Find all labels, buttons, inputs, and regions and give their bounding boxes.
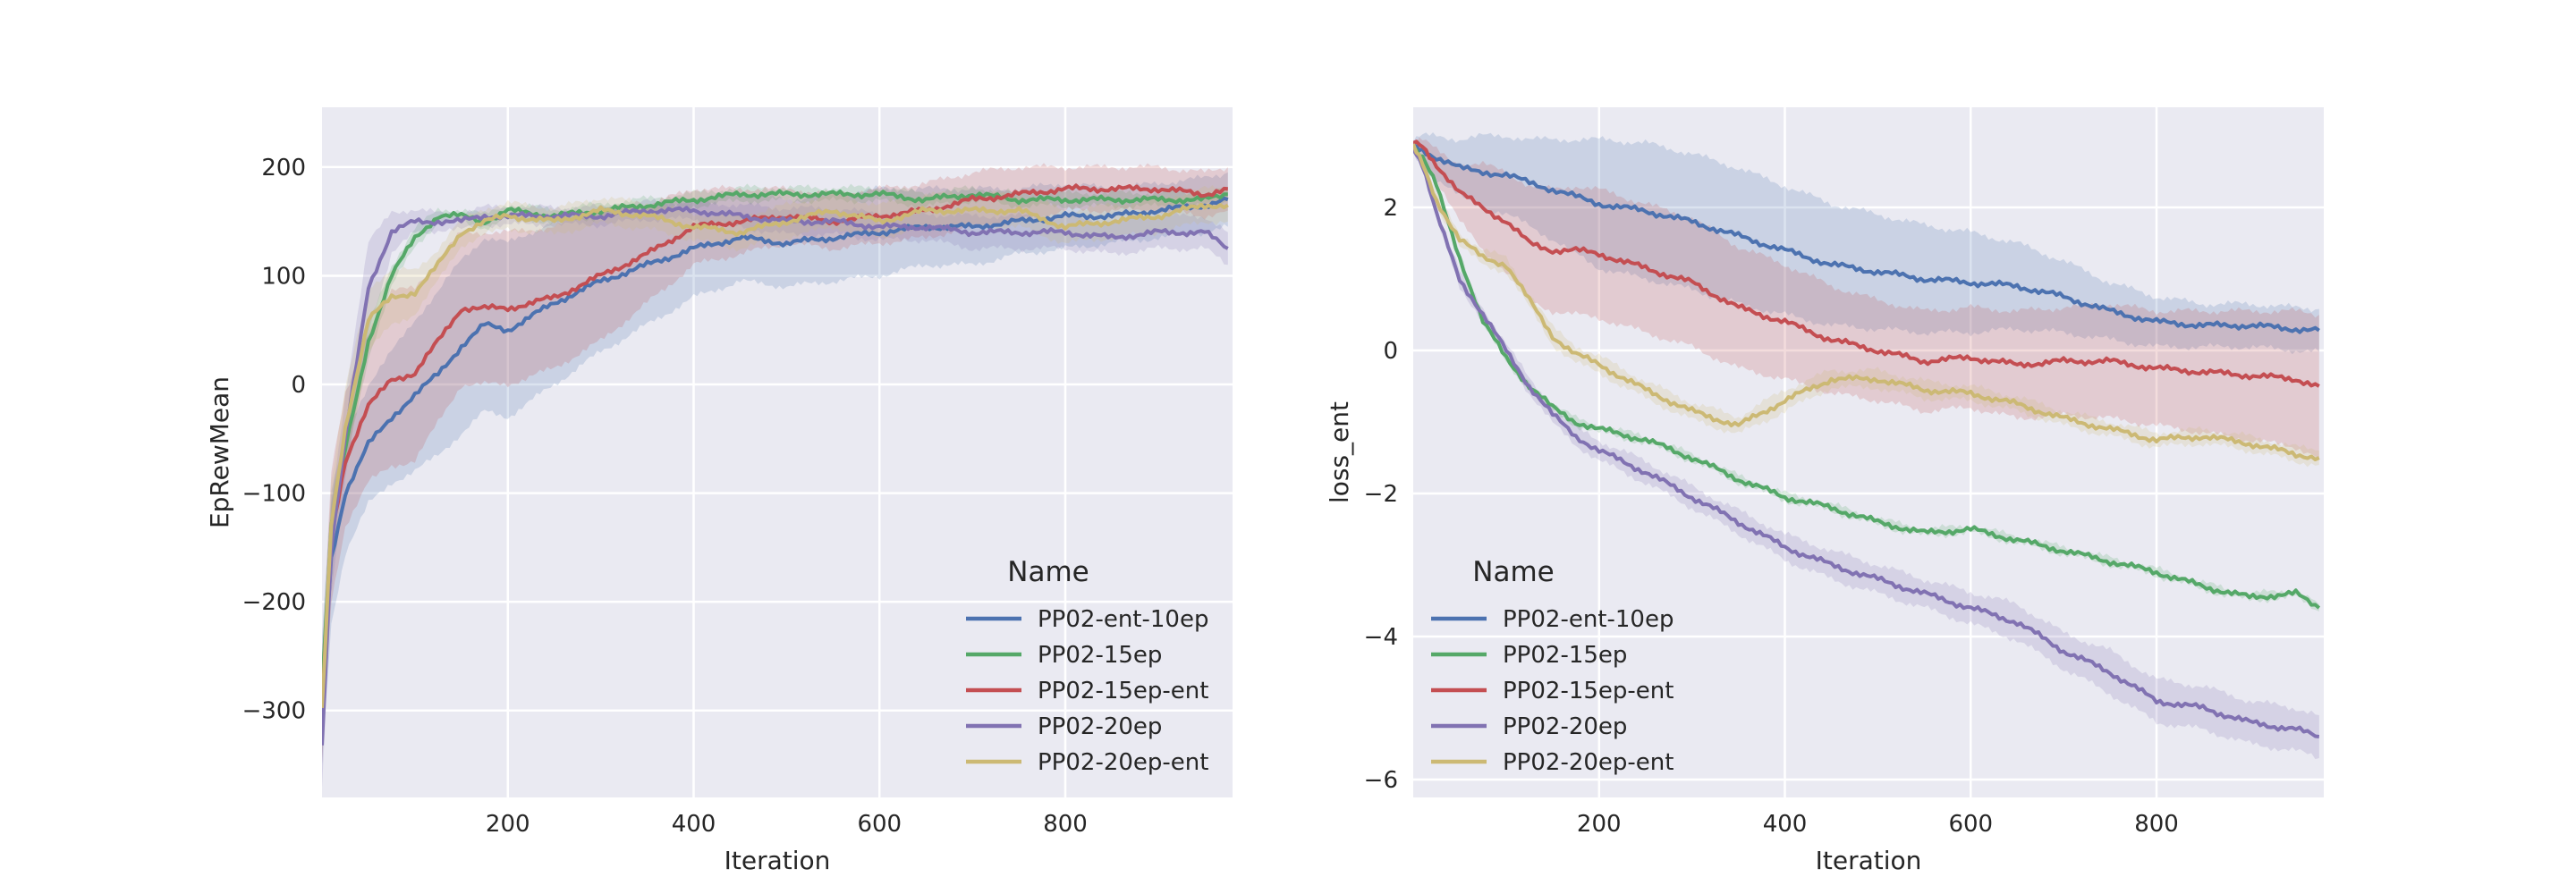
legend-entry-label: PP02-20ep-ent [1038,749,1208,776]
axes-1: 200 400 600 800 −300 −200 −100 0 100 200 Iteration… [205,107,1233,875]
y-tick-label: −4 [1364,624,1398,651]
legend-entry-label: PP02-15ep-ent [1503,678,1674,704]
axes-2: 200 400 600 800 −6 −4 −2 0 2 Iteration loss_ent Nam… [1325,107,2324,875]
y-tick-label: −100 [242,481,306,508]
y-tick-label: −200 [242,589,306,616]
band-PP02-15ep-ent [1413,137,2319,458]
y-axis-label: loss_ent [1325,401,1354,503]
series-line-PP02-15ep-ent [322,183,1228,711]
y-tick-label: −2 [1364,481,1398,508]
y-tick-label: 0 [1383,338,1398,365]
x-tick-label: 200 [486,811,530,838]
y-tick-label: 2 [1383,195,1398,222]
series-line-PP02-20ep-ent [1413,143,2320,461]
y-tick-label: 200 [261,155,306,181]
y-axis-label: EpRewMean [205,376,234,528]
legend-entry-label: PP02-ent-10ep [1503,606,1674,633]
legend-entry-label: PP02-20ep [1503,713,1627,740]
y-tick-label: 0 [291,372,306,399]
x-tick-label: 800 [1043,811,1088,838]
y-tick-label: −6 [1364,767,1398,794]
legend-entry-label: PP02-15ep [1038,642,1162,669]
series-line-PP02-20ep [1413,148,2320,738]
y-tick-label: −300 [242,698,306,725]
legend: Name PP02-ent-10ep PP02-15ep PP02-15ep-ent P… [966,556,1208,776]
x-tick-label: 400 [672,811,716,838]
legend-entry-label: PP02-20ep [1038,713,1162,740]
legend-entry-label: PP02-20ep-ent [1503,749,1674,776]
legend-entry-label: PP02-15ep-ent [1038,678,1208,704]
data-area [322,163,1229,788]
x-tick-label: 200 [1577,811,1622,838]
data-area [1413,132,2321,760]
y-tick-label: 100 [261,263,306,290]
legend-entry-label: PP02-15ep [1503,642,1627,669]
x-tick-label: 600 [1948,811,1993,838]
series-line-PP02-20ep [322,206,1229,746]
x-tick-label: 800 [2134,811,2179,838]
x-axis-label: Iteration [1816,846,1922,875]
series-line-PP02-ent-10ep [1413,143,2320,334]
plot-background [1413,107,2324,797]
series-line-PP02-15ep-ent [1413,139,2320,388]
legend-entry-label: PP02-ent-10ep [1038,606,1208,633]
series-line-PP02-20ep-ent [322,202,1229,709]
series-line-PP02-15ep [322,189,1228,692]
x-tick-label: 600 [857,811,902,838]
band-PP02-15ep-ent [322,163,1228,763]
x-tick-label: 400 [1763,811,1808,838]
legend: Name PP02-ent-10ep PP02-15ep PP02-15ep-ent P… [1431,556,1674,776]
x-axis-label: Iteration [724,846,831,875]
series-line-PP02-15ep [1413,148,2321,610]
band-PP02-ent-10ep [322,172,1228,765]
legend-title: Name [1007,556,1089,588]
legend-title: Name [1472,556,1554,588]
series-line-PP02-ent-10ep [322,196,1229,698]
band-PP02-ent-10ep [1413,132,2319,355]
